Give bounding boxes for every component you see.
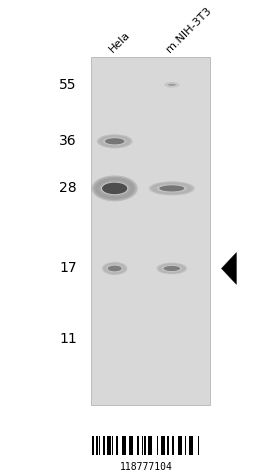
Ellipse shape	[167, 83, 177, 87]
Ellipse shape	[102, 183, 127, 194]
Bar	[191, 436, 193, 455]
Bar	[124, 436, 126, 455]
Bar	[137, 436, 139, 455]
Ellipse shape	[167, 83, 176, 86]
Ellipse shape	[158, 263, 186, 274]
Ellipse shape	[107, 265, 122, 272]
Ellipse shape	[106, 265, 123, 272]
Bar	[109, 436, 111, 455]
Ellipse shape	[159, 264, 185, 273]
Ellipse shape	[164, 82, 179, 88]
Ellipse shape	[103, 262, 126, 275]
Bar	[157, 436, 158, 455]
Ellipse shape	[156, 184, 187, 193]
Bar	[107, 436, 109, 455]
Bar	[163, 436, 165, 455]
Polygon shape	[221, 252, 237, 284]
Ellipse shape	[158, 185, 185, 192]
Bar	[129, 436, 131, 455]
Bar	[112, 436, 113, 455]
Bar	[148, 436, 150, 455]
Bar	[97, 436, 98, 455]
Bar	[91, 57, 210, 405]
Ellipse shape	[155, 184, 189, 194]
Bar	[180, 436, 182, 455]
Ellipse shape	[102, 262, 127, 275]
Ellipse shape	[100, 136, 130, 147]
Ellipse shape	[104, 263, 125, 274]
Ellipse shape	[92, 176, 138, 202]
Text: 11: 11	[59, 332, 77, 346]
Ellipse shape	[105, 264, 124, 273]
Bar	[189, 436, 191, 455]
Ellipse shape	[99, 181, 130, 196]
Bar	[122, 436, 124, 455]
Bar	[161, 436, 163, 455]
Ellipse shape	[98, 135, 131, 148]
Bar	[142, 436, 143, 455]
Ellipse shape	[159, 185, 185, 192]
Ellipse shape	[151, 182, 193, 195]
Ellipse shape	[156, 263, 187, 274]
Text: m.NIH-3T3: m.NIH-3T3	[165, 5, 214, 54]
Text: 36: 36	[59, 134, 77, 148]
Text: Hela: Hela	[108, 29, 133, 54]
Ellipse shape	[103, 137, 127, 146]
Bar	[99, 436, 100, 455]
Bar	[144, 436, 146, 455]
Bar	[198, 436, 199, 455]
Ellipse shape	[165, 82, 178, 87]
Ellipse shape	[163, 266, 180, 271]
Ellipse shape	[104, 138, 125, 145]
Bar	[178, 436, 180, 455]
Bar	[167, 436, 169, 455]
Bar	[185, 436, 186, 455]
Ellipse shape	[108, 266, 122, 271]
Bar	[116, 436, 118, 455]
Ellipse shape	[165, 82, 179, 87]
Ellipse shape	[160, 264, 183, 273]
Ellipse shape	[162, 265, 182, 272]
Ellipse shape	[101, 182, 128, 195]
Ellipse shape	[97, 179, 132, 197]
Text: 17: 17	[59, 261, 77, 276]
Ellipse shape	[101, 137, 128, 146]
Ellipse shape	[97, 134, 133, 148]
Text: 28: 28	[59, 181, 77, 195]
Bar	[131, 436, 133, 455]
Text: 118777104: 118777104	[120, 462, 172, 471]
Bar	[103, 436, 105, 455]
Ellipse shape	[95, 178, 134, 199]
Ellipse shape	[166, 83, 178, 87]
Bar	[172, 436, 174, 455]
Text: 55: 55	[59, 78, 77, 92]
Ellipse shape	[163, 266, 181, 271]
Ellipse shape	[149, 181, 195, 195]
Bar	[92, 436, 94, 455]
Ellipse shape	[168, 83, 176, 86]
Ellipse shape	[153, 183, 191, 194]
Ellipse shape	[93, 177, 136, 200]
Bar	[150, 436, 152, 455]
Ellipse shape	[105, 138, 124, 145]
